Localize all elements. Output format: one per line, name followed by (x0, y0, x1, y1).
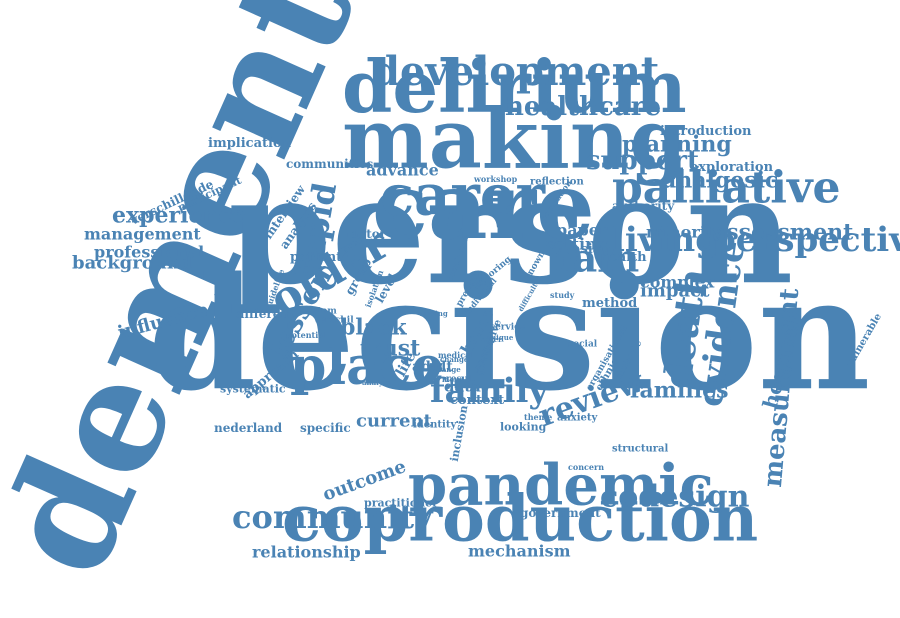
word-current: current (356, 410, 432, 432)
word-study: study (550, 290, 575, 301)
word-person: person (228, 143, 794, 318)
word-government: government (520, 505, 601, 520)
word-practitioner: practitioner (364, 496, 438, 510)
word-finding: finding (420, 309, 448, 319)
word-specific: specific (300, 420, 351, 435)
word-community: community (232, 497, 433, 536)
word-method: method (582, 295, 638, 311)
word-anxiety: anxiety (557, 412, 598, 424)
word-living: living (612, 220, 719, 261)
word-support: support (586, 145, 699, 176)
word-concern: concern (568, 462, 605, 473)
word-professional: professional (94, 242, 205, 262)
word-trust: trust (360, 335, 421, 362)
word-pandemic: pandemic (408, 452, 714, 519)
word-reflection: reflection (530, 176, 584, 188)
word-implication: implication (208, 135, 292, 151)
word-analyse: analyse (362, 378, 392, 388)
word-systematic: systematic (220, 382, 286, 396)
word-unique: unique (486, 333, 514, 343)
word-background: background (72, 252, 193, 274)
word-experience: experience (112, 202, 246, 229)
word-place: place (290, 335, 445, 397)
word-families: families (630, 377, 729, 404)
word-paper: paper (556, 220, 608, 240)
word-healthcare: healthcare (505, 91, 661, 122)
word-perspective: perspective (712, 220, 900, 261)
word-care: care (372, 151, 595, 260)
word-codesign: codesign (600, 479, 750, 515)
word-factor: factor (346, 226, 387, 241)
word-advance: advance (366, 160, 439, 180)
word-structural: structural (612, 443, 669, 455)
word-development: development (372, 48, 660, 95)
word-social: social (568, 339, 598, 350)
word-complex: complex (640, 272, 715, 292)
word-verschil: verschil (314, 315, 354, 326)
word-relationship: relationship (252, 542, 361, 562)
word-data: data (444, 377, 481, 396)
word-potential: potential (286, 330, 327, 341)
word-family: family (430, 371, 549, 412)
word-mood: mood (442, 375, 464, 385)
word-never: never (480, 335, 502, 345)
word-communities: communities (286, 156, 374, 171)
word-looking: looking (500, 420, 547, 434)
word-assessment: assessment (712, 219, 854, 246)
word-planning: planning (622, 131, 732, 158)
word-delirium: delirium (342, 43, 687, 129)
word-minority: minority (646, 222, 723, 242)
word-decision: decision (148, 242, 871, 426)
word-adult: adult (412, 359, 453, 376)
word-asian: asian (572, 241, 611, 257)
word-setting: setting (545, 234, 608, 254)
word-introduction: introduction (660, 123, 752, 139)
word-context: context (450, 392, 505, 408)
word-nederland: nederland (214, 420, 283, 435)
word-coproduction: coproduction (282, 481, 759, 557)
word-exploration: exploration (690, 159, 774, 175)
word-carer: carer (380, 162, 546, 229)
word-different: different (236, 306, 295, 321)
word-analgesic: analgesic (662, 167, 779, 194)
word-management: management (84, 224, 201, 244)
word-theme: theme (524, 412, 553, 423)
word-range: range (438, 365, 461, 375)
word-result: result (446, 374, 476, 385)
word-medical: medical (438, 350, 474, 361)
word-change: change (440, 355, 469, 365)
word-patient: patient (290, 249, 343, 265)
word-health: health (600, 249, 647, 265)
word-authority: authority (612, 198, 675, 213)
word-mechanism: mechanism (468, 541, 571, 561)
word-service: service (490, 322, 526, 333)
word-black: black (340, 314, 407, 341)
word-palliative: palliative (612, 162, 841, 214)
word-impact: impact (640, 280, 710, 302)
word-workshop: workshop (474, 174, 518, 185)
word-pain: pain (546, 235, 640, 281)
word-system: system (302, 306, 337, 317)
word-identity: identity (413, 419, 457, 431)
word-making: making (342, 91, 687, 188)
